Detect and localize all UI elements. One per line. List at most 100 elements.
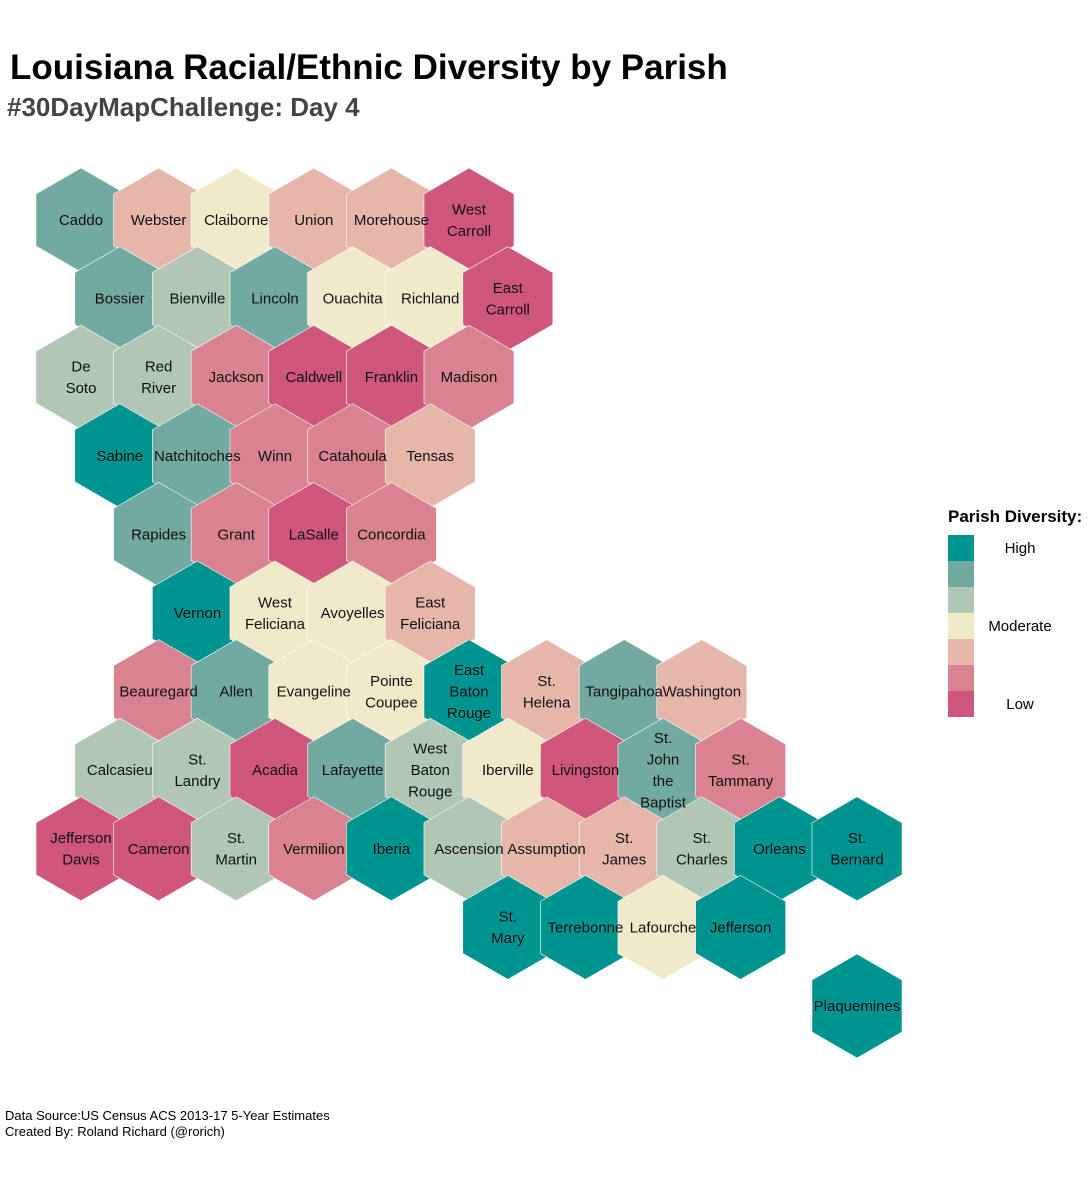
parish-label-st-tammany: St. Tammany <box>708 751 774 790</box>
parish-label-line: Winn <box>258 448 292 465</box>
parish-label-beauregard: Beauregard <box>119 684 197 701</box>
parish-label-line: St. <box>731 751 749 768</box>
parish-label-line: Caldwell <box>285 369 342 386</box>
legend-item: Low <box>948 691 1088 717</box>
parish-label-tensas: Tensas <box>406 448 454 465</box>
parish-label-line: Ascension <box>434 841 503 858</box>
parish-hex-st-bernard <box>811 796 903 902</box>
parish-label-vermilion: Vermilion <box>283 841 345 858</box>
parish-label-line: Jefferson <box>50 830 111 847</box>
legend-swatch <box>948 613 974 639</box>
parish-label-line: Plaquemines <box>814 998 901 1015</box>
parish-label-grant: Grant <box>217 526 255 543</box>
legend-item <box>948 587 1088 613</box>
parish-label-west-carroll: West Carroll <box>447 201 491 240</box>
parish-label-line: St. <box>848 830 866 847</box>
legend-item <box>948 639 1088 665</box>
parish-label-line: Tammany <box>708 773 774 790</box>
parish-label-line: LaSalle <box>289 526 339 543</box>
parish-label-caldwell: Caldwell <box>285 369 342 386</box>
parish-label-tangipahoa: Tangipahoa <box>585 684 663 701</box>
parish-label-line: Richland <box>401 291 459 308</box>
parish-label-line: Calcasieu <box>87 762 153 779</box>
parish-label-concordia: Concordia <box>357 526 426 543</box>
parish-label-line: Assumption <box>507 841 585 858</box>
parish-label-line: Concordia <box>357 526 426 543</box>
parish-label-line: Carroll <box>486 301 530 318</box>
parish-label-natchitoches: Natchitoches <box>154 448 241 465</box>
parish-label-line: Lafayette <box>322 762 384 779</box>
parish-label-line: Grant <box>217 526 255 543</box>
legend-swatch <box>948 561 974 587</box>
parish-label-st-bernard: St. Bernard <box>830 830 883 869</box>
parish-label-terrebonne: Terrebonne <box>547 919 623 936</box>
parish-label-lincoln: Lincoln <box>251 291 299 308</box>
legend-item <box>948 561 1088 587</box>
parish-label-cameron: Cameron <box>128 841 190 858</box>
parish-label-line: Acadia <box>252 762 299 779</box>
parish-label-line: Bernard <box>830 852 883 869</box>
parish-label-union: Union <box>294 212 333 229</box>
parish-label-rapides: Rapides <box>131 526 186 543</box>
parish-label-ascension: Ascension <box>434 841 503 858</box>
legend-item: High <box>948 535 1088 561</box>
legend-title: Parish Diversity: <box>948 507 1083 526</box>
parish-label-west-feliciana: West Feliciana <box>245 594 306 633</box>
label-layer: Caddo Webster Claiborne Union Morehouse West C… <box>50 201 900 1015</box>
parish-label-east-carroll: East Carroll <box>486 280 530 319</box>
parish-label-line: Red <box>145 358 173 375</box>
parish-label-livingston: Livingston <box>552 762 620 779</box>
parish-label-line: East <box>415 594 446 611</box>
parish-label-line: Mary <box>491 930 525 947</box>
parish-label-bienville: Bienville <box>169 291 225 308</box>
parish-label-line: Union <box>294 212 333 229</box>
parish-label-line: Cameron <box>128 841 190 858</box>
parish-label-line: East <box>454 662 485 679</box>
parish-label-line: Beauregard <box>119 684 197 701</box>
parish-label-line: Catahoula <box>318 448 387 465</box>
parish-label-line: St. <box>227 830 245 847</box>
map-title: Louisiana Racial/Ethnic Diversity by Par… <box>10 48 728 87</box>
legend-swatch <box>948 665 974 691</box>
parish-label-line: the <box>653 773 674 790</box>
parish-label-acadia: Acadia <box>252 762 299 779</box>
parish-label-sabine: Sabine <box>96 448 143 465</box>
parish-label-line: Landry <box>174 773 220 790</box>
parish-label-line: Feliciana <box>400 616 461 633</box>
parish-label-line: Rapides <box>131 526 186 543</box>
parish-label-line: Jefferson <box>710 919 771 936</box>
legend-scale: High Moderate Low <box>948 535 1088 717</box>
parish-label-west-baton-rouge: West Baton Rouge <box>408 741 452 801</box>
parish-label-line: Webster <box>131 212 187 229</box>
parish-label-line: Baton <box>411 762 450 779</box>
parish-label-line: Davis <box>62 852 100 869</box>
parish-label-line: Terrebonne <box>547 919 623 936</box>
parish-label-webster: Webster <box>131 212 187 229</box>
parish-label-line: Madison <box>441 369 498 386</box>
parish-label-line: West <box>452 201 487 218</box>
parish-label-lafourche: Lafourche <box>630 919 697 936</box>
parish-label-east-feliciana: East Feliciana <box>400 594 461 633</box>
parish-label-line: Feliciana <box>245 616 306 633</box>
parish-label-line: Bossier <box>95 291 145 308</box>
parish-label-line: Vernon <box>174 605 222 622</box>
legend-label: High <box>1004 539 1036 557</box>
parish-label-bossier: Bossier <box>95 291 145 308</box>
parish-label-line: St. <box>615 830 633 847</box>
parish-label-calcasieu: Calcasieu <box>87 762 153 779</box>
parish-label-assumption: Assumption <box>507 841 585 858</box>
legend-label: Moderate <box>988 617 1052 635</box>
parish-label-line: Claiborne <box>204 212 268 229</box>
parish-label-st-james: St. James <box>602 830 646 869</box>
author-credit: Created By: Roland Richard (@rorich) <box>5 1124 225 1139</box>
parish-label-line: James <box>602 852 646 869</box>
footer: Data Source:US Census ACS 2013-17 5-Year… <box>5 1108 330 1140</box>
parish-label-line: St. <box>188 751 206 768</box>
parish-label-line: Lafourche <box>630 919 697 936</box>
parish-label-orleans: Orleans <box>753 841 806 858</box>
parish-label-lasalle: LaSalle <box>289 526 339 543</box>
parish-label-line: St. <box>499 909 517 926</box>
parish-label-line: St. <box>537 673 555 690</box>
parish-label-plaquemines: Plaquemines <box>814 998 901 1015</box>
parish-label-line: Iberville <box>482 762 534 779</box>
